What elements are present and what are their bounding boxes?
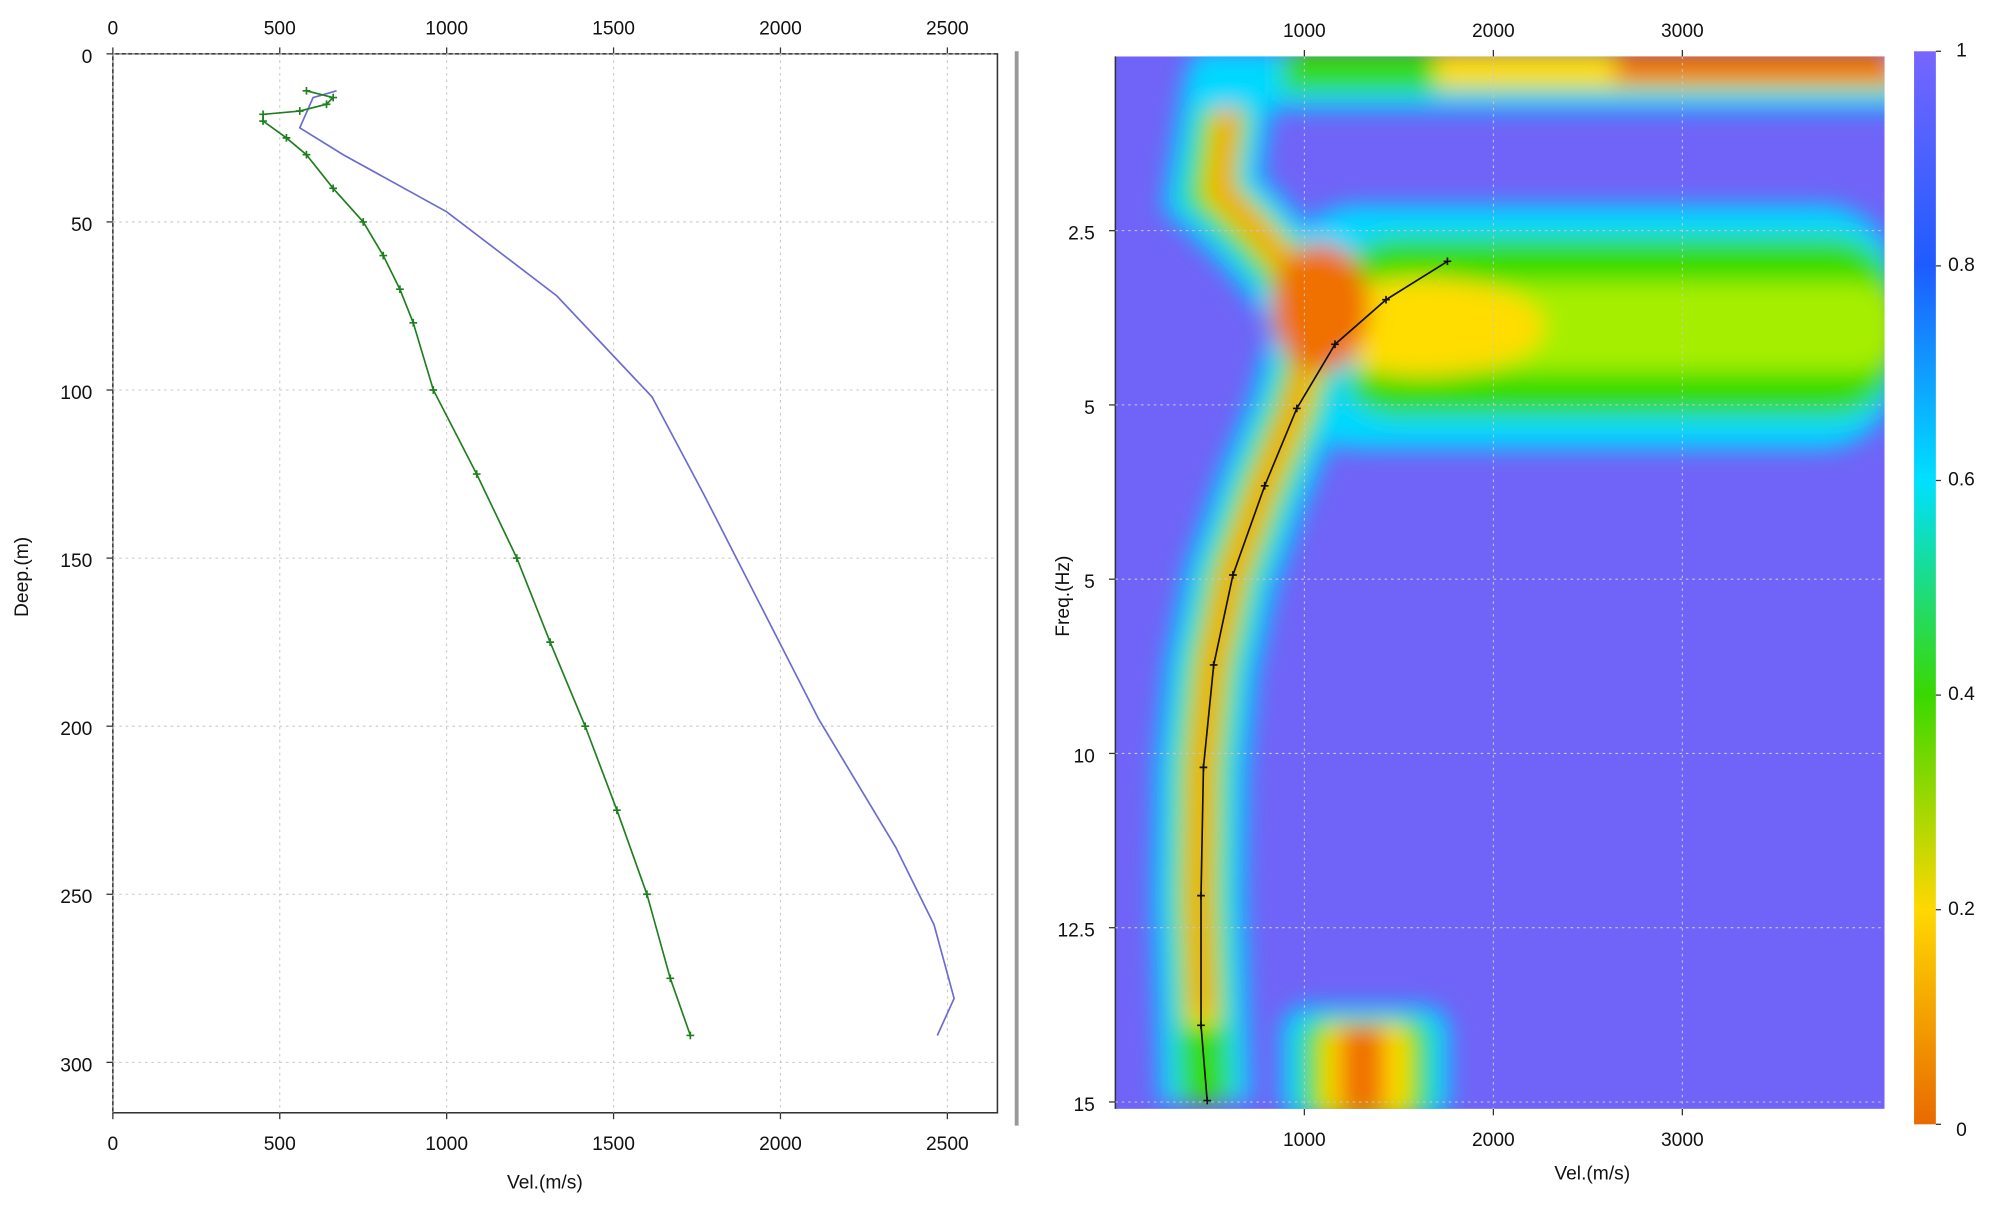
y-tick-label: 12.5 [1057,921,1094,942]
y-tick-label: 5 [1084,572,1095,593]
x-tick-label: 3000 [1661,21,1704,42]
x-axis-title: Vel.(m/s) [1554,1163,1630,1184]
x-tick-label: 2000 [759,19,802,40]
point-marker [259,110,267,119]
point-marker [359,218,368,226]
point-marker [581,722,590,731]
x-tick-label: 0 [108,1134,119,1155]
point-marker [1229,571,1237,579]
y-tick-label: 0 [82,47,93,68]
point-marker [666,974,675,983]
x-tick-label: 1000 [1283,21,1326,42]
x-tick-label: 2000 [1472,1130,1515,1151]
point-marker [379,251,388,260]
y-axis-title: Freq.(Hz) [1053,556,1074,637]
point-marker [1203,1096,1212,1105]
point-marker [409,318,418,327]
y-tick-label: 5 [1084,398,1095,419]
x-tick-label: 3000 [1661,1130,1704,1151]
y-tick-label: 2.5 [1068,224,1095,245]
point-marker [1209,661,1218,669]
point-marker [329,184,338,193]
x-axis-title: Vel.(m/s) [507,1172,583,1193]
colorbar [1914,51,1936,1125]
point-marker [1331,340,1339,349]
x-tick-label: 500 [264,19,296,40]
point-marker [686,1031,695,1040]
colorbar-tick-label: 1 [1956,40,1967,61]
point-marker [512,554,521,562]
colorbar-tick-label: 0.8 [1948,255,1975,276]
x-tick-label: 0 [108,19,119,40]
x-tick-label: 1000 [425,1134,468,1155]
y-tick-label: 15 [1073,1095,1094,1116]
x-tick-label: 1000 [425,19,468,40]
point-marker [1199,763,1208,772]
x-tick-label: 500 [264,1134,296,1155]
heatmap-image [1115,56,1885,1109]
y-axis-title: Deep.(m) [12,537,33,617]
series-line [262,89,692,1036]
point-marker [1197,891,1205,900]
y-tick-label: 50 [71,215,92,236]
x-tick-label: 2000 [759,1134,802,1155]
point-marker [302,86,311,95]
x-tick-label: 1500 [592,19,635,40]
point-marker [472,470,481,478]
point-marker [643,890,651,899]
point-marker [613,806,621,815]
x-tick-label: 1000 [1283,1130,1326,1151]
x-tick-label: 2500 [926,1134,969,1155]
y-tick-label: 200 [60,719,92,740]
y-tick-label: 150 [60,551,92,572]
point-marker [295,107,304,115]
colorbar-tick-label: 0.2 [1948,899,1975,920]
point-marker [1260,481,1269,490]
point-marker [259,117,267,125]
point-marker [546,638,554,646]
y-tick-label: 250 [60,887,92,908]
point-marker [329,93,338,102]
point-marker [1443,257,1452,266]
point-marker [282,134,291,142]
point-marker [396,285,404,294]
y-tick-label: 300 [60,1055,92,1076]
point-marker [1197,1021,1205,1030]
x-tick-label: 2500 [926,19,969,40]
series-line [298,89,955,1036]
colorbar-tick-label: 0.6 [1948,470,1975,491]
point-marker [1382,295,1390,304]
x-tick-label: 1500 [592,1134,635,1155]
point-marker [302,150,311,159]
colorbar-tick-label: 0 [1956,1120,1967,1141]
x-tick-label: 2000 [1472,21,1515,42]
colorbar-tick-label: 0.4 [1948,684,1975,705]
y-tick-label: 10 [1073,746,1094,767]
point-marker [322,100,331,109]
y-tick-label: 100 [60,383,92,404]
plot-frame [112,53,999,1114]
point-marker [429,386,438,394]
point-marker [1292,404,1301,413]
